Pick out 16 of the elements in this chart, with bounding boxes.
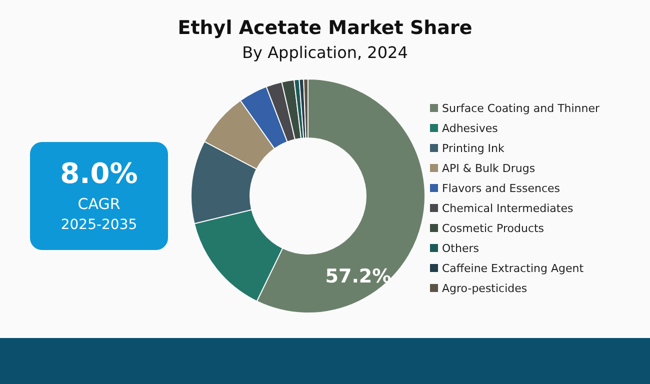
- legend-label: Chemical Intermediates: [442, 202, 574, 215]
- text: 8.0%: [60, 157, 138, 190]
- text: 2025-2035: [60, 217, 138, 233]
- legend-label: Caffeine Extracting Agent: [442, 262, 584, 275]
- legend-label: API & Bulk Drugs: [442, 162, 536, 175]
- legend-label: Cosmetic Products: [442, 222, 544, 235]
- legend-label: Agro-pesticides: [442, 282, 528, 295]
- legend-label: Adhesives: [442, 122, 498, 135]
- text: CAGR: [78, 195, 120, 213]
- legend-label: Surface Coating and Thinner: [442, 102, 600, 115]
- chart-title: Ethyl Acetate Market Share: [178, 17, 472, 39]
- legend-label: Printing Ink: [442, 142, 506, 155]
- chart-subtitle: By Application, 2024: [242, 43, 408, 62]
- legend-label: Others: [442, 242, 480, 255]
- legend-label: Flavors and Essences: [442, 182, 560, 195]
- data-label: 57.2%: [325, 265, 392, 288]
